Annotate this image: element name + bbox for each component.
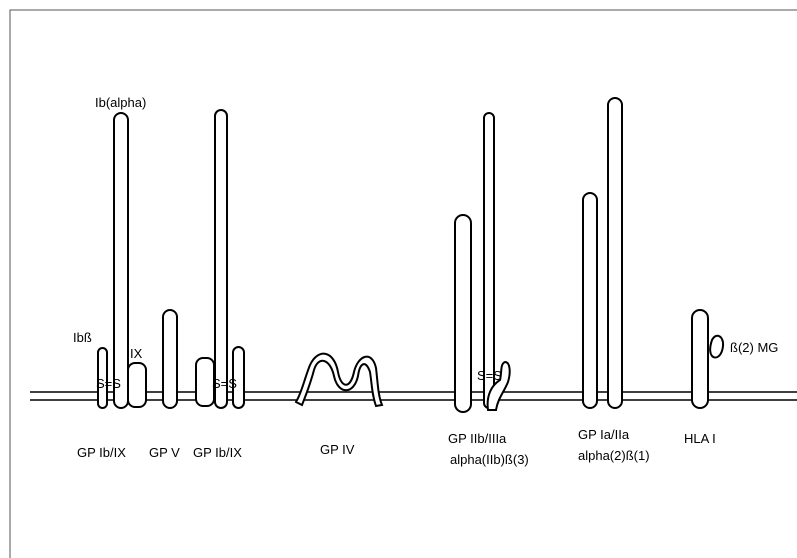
- label: Ib(alpha): [95, 95, 146, 110]
- frame: [9, 9, 797, 558]
- ib-beta: [232, 346, 245, 409]
- iia: [607, 97, 623, 409]
- label: ß(2) MG: [730, 340, 778, 355]
- ib-alpha: [214, 109, 228, 409]
- iib: [454, 214, 472, 413]
- label: alpha(IIb)ß(3): [450, 452, 529, 467]
- label: S=S: [212, 376, 237, 391]
- label: S=S: [477, 368, 502, 383]
- label: GP V: [149, 445, 180, 460]
- label: IX: [130, 346, 143, 361]
- gp-v: [162, 309, 178, 409]
- label: S=S: [96, 376, 121, 391]
- label: Ibß: [73, 330, 92, 345]
- ib-beta: [97, 347, 108, 409]
- beta2mg: [709, 334, 725, 359]
- label: GP Ib/IX: [77, 445, 126, 460]
- label: GP Ib/IX: [193, 445, 242, 460]
- ix: [127, 362, 147, 408]
- gp-iv: [294, 352, 384, 408]
- ib-alpha: [113, 112, 129, 409]
- label: GP IV: [320, 442, 355, 457]
- beta3: [483, 112, 495, 409]
- label: GP IIb/IIIa: [448, 431, 507, 446]
- label: HLA I: [684, 431, 716, 446]
- ia: [582, 192, 598, 409]
- label: GP Ia/IIa: [578, 427, 630, 442]
- label: alpha(2)ß(1): [578, 448, 650, 463]
- beta3-loop: [486, 360, 511, 411]
- hla: [691, 309, 709, 409]
